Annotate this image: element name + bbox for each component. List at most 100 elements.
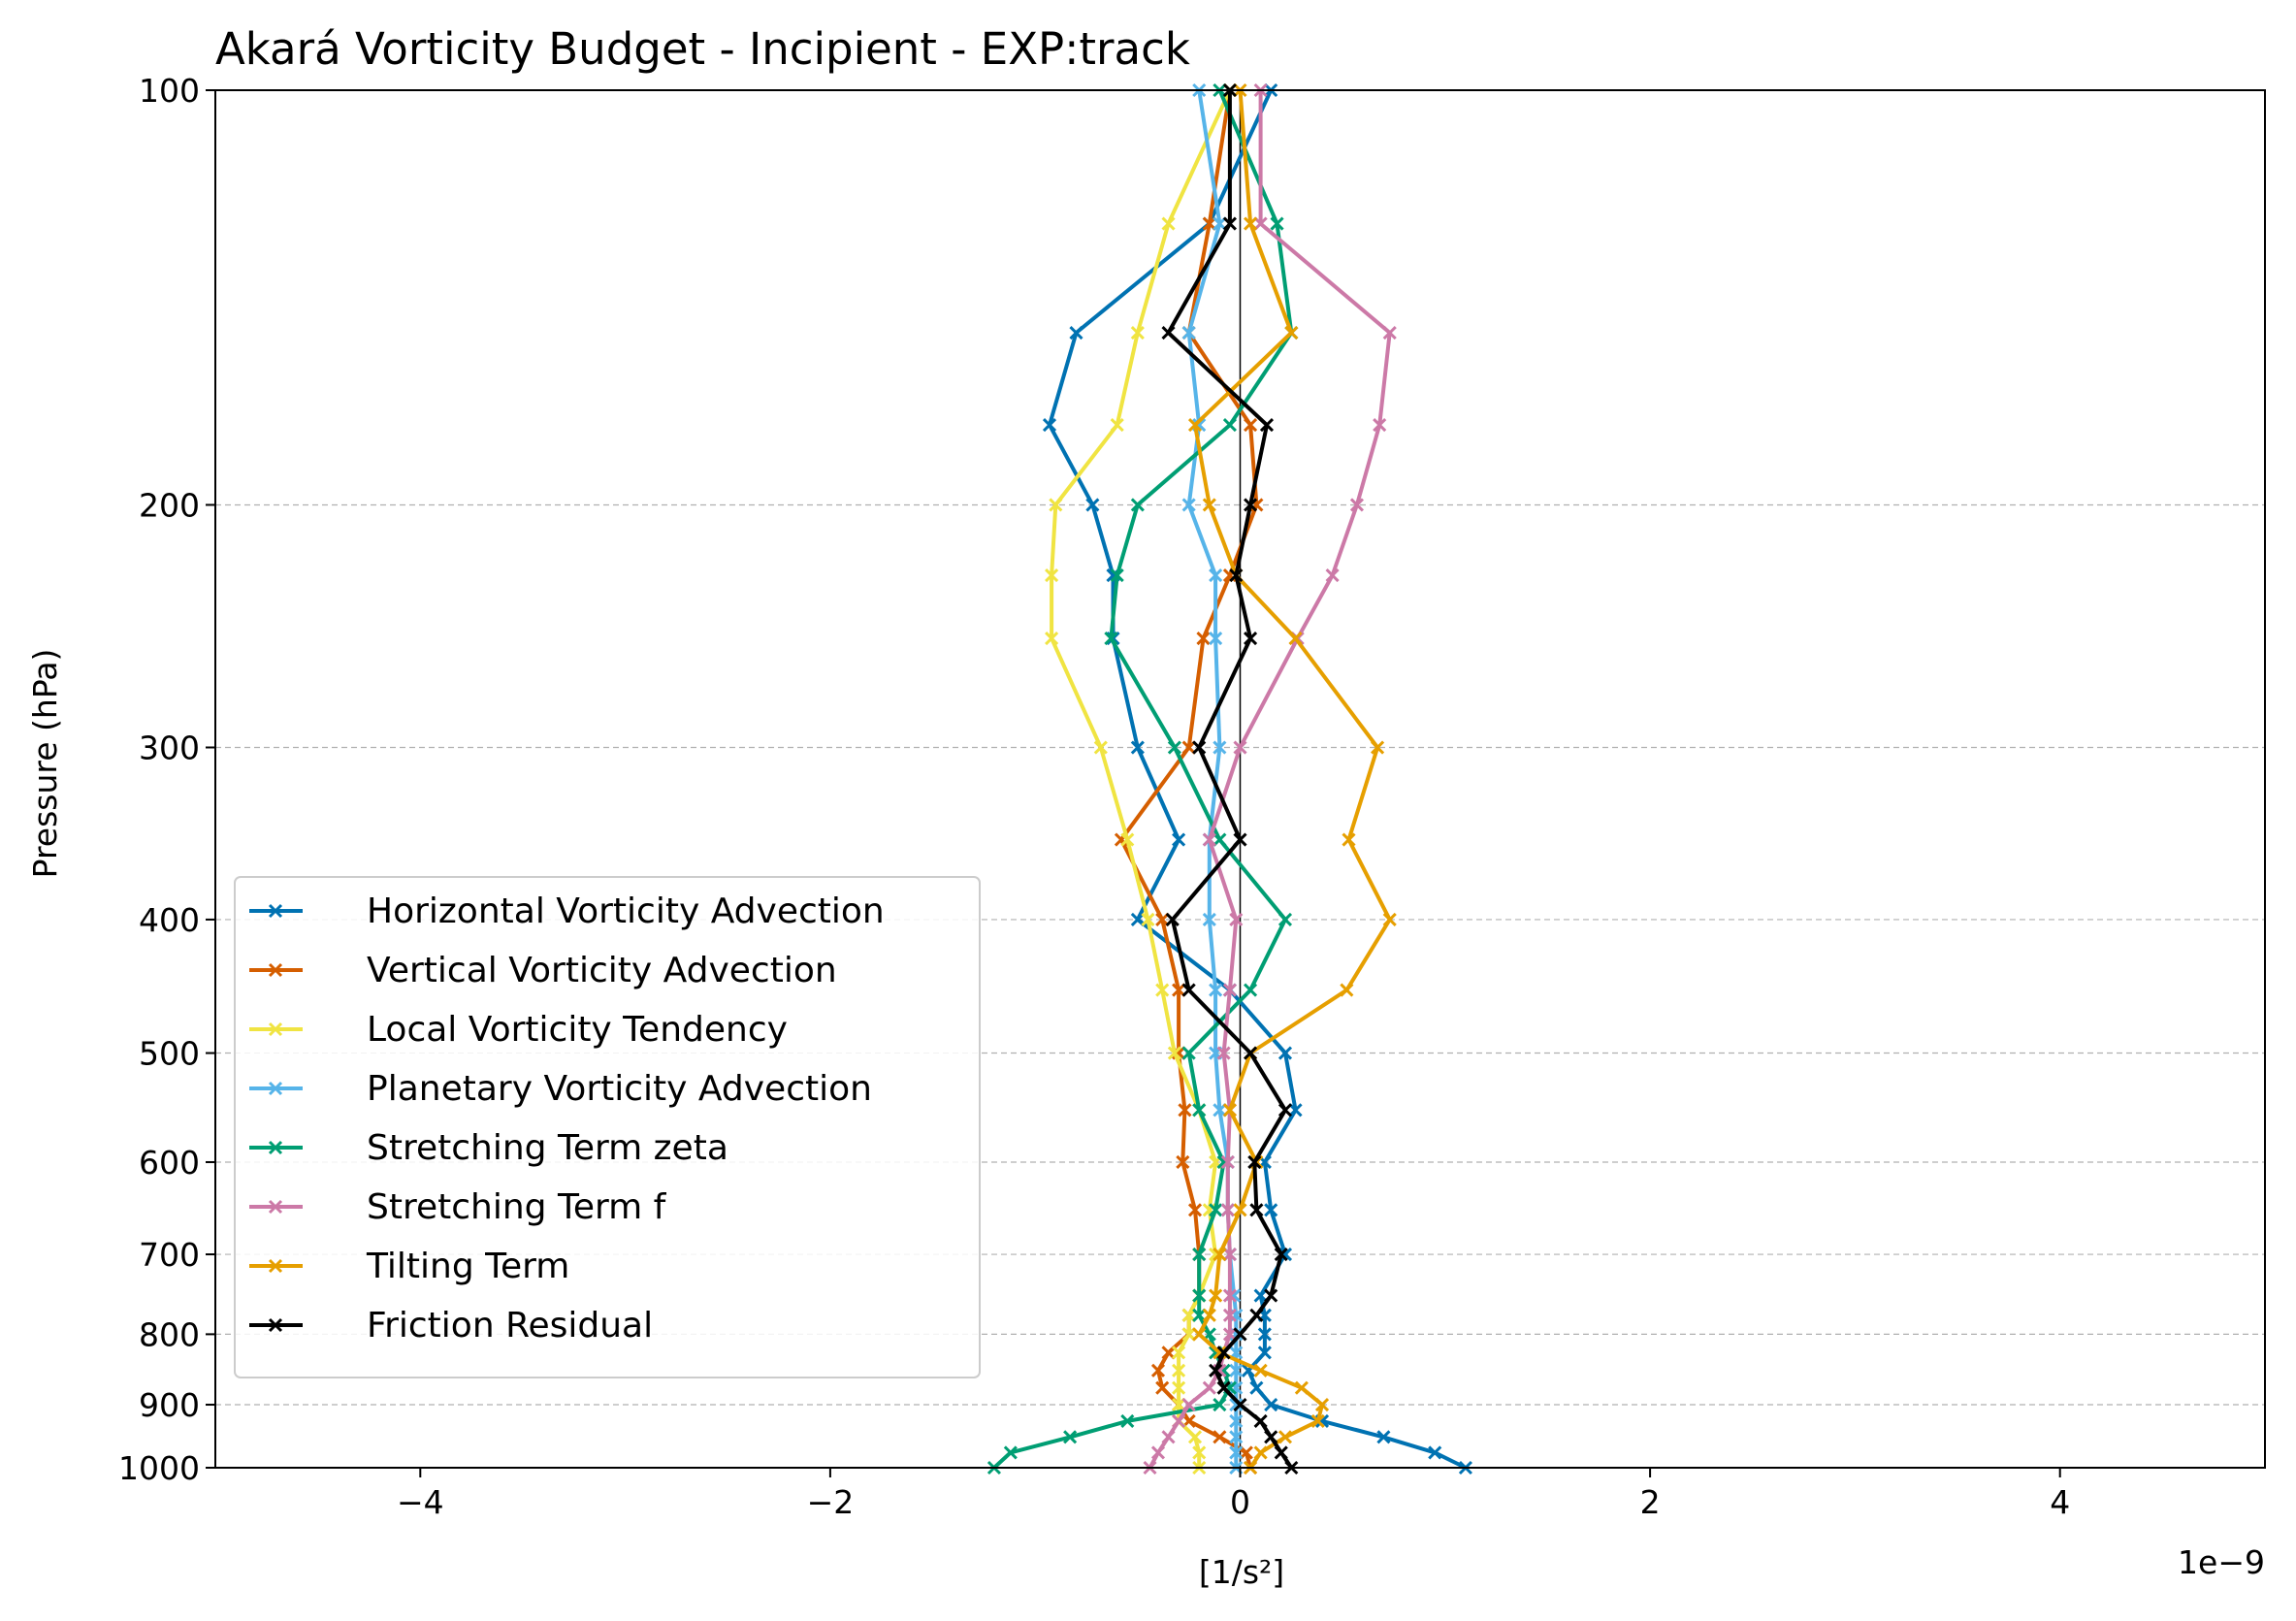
data-point	[1209, 1288, 1223, 1303]
data-point	[1202, 216, 1216, 231]
data-point	[1342, 832, 1356, 847]
data-point	[1161, 1430, 1176, 1444]
data-point	[1373, 418, 1387, 433]
data-point	[1161, 216, 1176, 231]
data-point	[1382, 325, 1397, 340]
data-point	[1264, 1203, 1278, 1217]
data-point	[1209, 632, 1223, 646]
data-point	[1181, 1327, 1196, 1342]
data-point	[1371, 740, 1385, 755]
data-point	[1247, 1154, 1262, 1170]
data-point	[1120, 1413, 1135, 1428]
data-point	[1294, 1380, 1309, 1395]
data-point	[1104, 632, 1118, 646]
data-point	[1428, 1445, 1442, 1460]
data-point	[1253, 1413, 1268, 1428]
x-tick-label: 2	[1640, 1483, 1661, 1521]
data-point	[1130, 325, 1145, 340]
data-point	[1202, 498, 1216, 512]
data-point	[1042, 418, 1057, 433]
data-point	[1349, 498, 1365, 512]
data-point	[1120, 832, 1135, 847]
data-point	[1229, 568, 1244, 583]
data-point	[1213, 1430, 1227, 1444]
legend: Horizontal Vorticity Advection Vertical V…	[234, 876, 981, 1378]
data-point	[1045, 568, 1059, 583]
legend-box	[234, 876, 981, 1378]
x-tick-label: 0	[1230, 1483, 1250, 1521]
data-point	[1310, 1413, 1325, 1428]
data-point	[1222, 216, 1238, 231]
data-point	[1274, 1247, 1288, 1262]
data-point	[1003, 1445, 1018, 1460]
data-point	[1340, 983, 1354, 997]
data-point	[1130, 498, 1145, 512]
chart-title: Akará Vorticity Budget - Incipient - EXP…	[215, 23, 1190, 75]
data-point	[1172, 1345, 1186, 1360]
data-point	[1288, 1103, 1303, 1118]
data-point	[1233, 1327, 1247, 1342]
data-point	[1181, 1308, 1196, 1322]
legend-label: Stretching Term f	[367, 1187, 667, 1227]
legend-marker	[268, 903, 283, 919]
legend-label: Vertical Vorticity Advection	[367, 951, 837, 990]
data-point	[1277, 1103, 1293, 1118]
data-point	[1172, 1397, 1186, 1412]
data-point	[1220, 1154, 1235, 1170]
data-point	[1049, 498, 1063, 512]
data-point	[1187, 1203, 1203, 1217]
data-point	[1264, 1288, 1278, 1303]
data-point	[1181, 983, 1196, 997]
data-point	[1192, 1327, 1207, 1342]
series-5	[1143, 82, 1397, 1475]
data-point	[1192, 1445, 1207, 1460]
data-point	[1243, 632, 1258, 646]
y-tick-label: 900	[139, 1386, 200, 1424]
data-point	[1229, 1445, 1244, 1460]
legend-marker	[268, 1199, 283, 1215]
data-point	[1243, 498, 1258, 512]
legend-marker	[268, 1317, 283, 1333]
data-point	[1172, 983, 1186, 997]
data-point	[1216, 1380, 1231, 1395]
data-point	[1220, 1203, 1235, 1217]
data-point	[1249, 1380, 1264, 1395]
data-point	[1130, 740, 1145, 755]
data-point	[1277, 1046, 1293, 1060]
data-point	[1161, 1345, 1176, 1360]
data-point	[1213, 216, 1227, 231]
data-point	[1045, 632, 1059, 646]
data-point	[1167, 740, 1181, 755]
y-tick-label: 600	[139, 1144, 200, 1182]
series-7	[1161, 82, 1299, 1475]
data-point	[1229, 1430, 1244, 1444]
data-point	[1243, 983, 1258, 997]
data-point	[1264, 1430, 1278, 1444]
data-point	[1229, 1363, 1244, 1378]
data-point	[1284, 325, 1299, 340]
data-point	[1222, 1247, 1238, 1262]
data-point	[1325, 568, 1340, 583]
data-point	[1161, 325, 1176, 340]
legend-marker	[268, 1140, 283, 1155]
y-axis-label: Pressure (hPa)	[26, 649, 64, 879]
x-tick-label: 4	[2050, 1483, 2070, 1521]
data-point	[1172, 1363, 1186, 1378]
data-point	[1253, 1288, 1268, 1303]
data-point	[1249, 1308, 1264, 1322]
data-point	[1202, 912, 1216, 926]
data-point	[1270, 216, 1284, 231]
data-point	[1155, 983, 1170, 997]
data-point	[1181, 1397, 1196, 1412]
data-point	[1110, 568, 1124, 583]
data-point	[1233, 1203, 1247, 1217]
legend-label: Friction Residual	[367, 1306, 653, 1345]
data-point	[1233, 1397, 1247, 1412]
data-point	[1192, 1288, 1207, 1303]
data-point	[1155, 912, 1170, 926]
data-point	[1222, 1103, 1238, 1118]
legend-label: Planetary Vorticity Advection	[367, 1069, 872, 1109]
data-point	[1253, 1445, 1268, 1460]
data-point	[1172, 832, 1186, 847]
data-point	[1239, 1445, 1253, 1460]
